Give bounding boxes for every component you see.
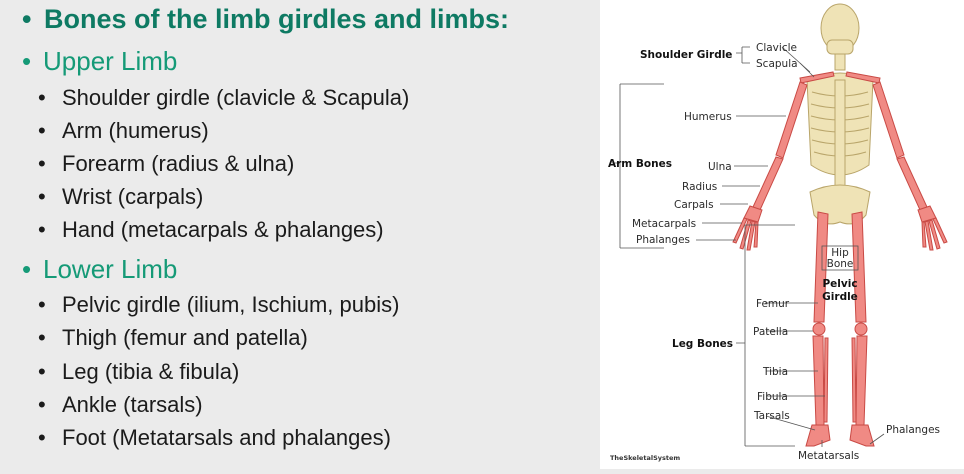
list-item: • Hand (metacarpals & phalanges) [38, 217, 384, 242]
skeleton-diagram: Shoulder Girdle Clavicle Scapula Humerus… [600, 0, 964, 469]
list-item: • Wrist (carpals) [38, 184, 204, 209]
label-pelvic: Pelvic [822, 278, 857, 290]
label-tibia: Tibia [762, 366, 788, 378]
humerus-right [872, 81, 905, 159]
list-item: • Forearm (radius & ulna) [38, 151, 295, 176]
bullet: • [22, 254, 32, 284]
label-patella: Patella [753, 326, 788, 338]
hand-right [917, 205, 948, 251]
foot-right [849, 424, 875, 447]
slide-title: • Bones of the limb girdles and limbs: [22, 4, 509, 35]
jaw [826, 39, 854, 55]
list-item: • Pelvic girdle (ilium, Ischium, pubis) [38, 292, 400, 317]
label-metacarpals: Metacarpals [632, 218, 696, 230]
list-item: • Shoulder girdle (clavicle & Scapula) [38, 85, 410, 110]
label-phalanges-hand: Phalanges [636, 234, 690, 246]
label-tarsals: Tarsals [753, 410, 790, 422]
hand-left [732, 205, 763, 251]
list-item: • Foot (Metatarsals and phalanges) [38, 425, 391, 450]
label-femur: Femur [756, 298, 790, 310]
clavicle-left [799, 71, 835, 84]
label-clavicle: Clavicle [756, 42, 797, 54]
list-item: • Ankle (tarsals) [38, 392, 203, 417]
fibula-right [851, 337, 857, 423]
upper-limb-label: Upper Limb [43, 46, 178, 76]
bullet: • [22, 46, 32, 76]
bullet: • [22, 4, 32, 34]
list-item: • Arm (humerus) [38, 118, 209, 143]
credit-text: TheSkeletalSystem [610, 454, 680, 462]
label-humerus: Humerus [684, 111, 732, 123]
patella-right [854, 322, 868, 336]
label-fibula: Fibula [757, 391, 788, 403]
label-scapula: Scapula [756, 58, 798, 70]
label-leg-bones: Leg Bones [672, 338, 733, 350]
patella-left [812, 322, 826, 336]
label-metatarsals: Metatarsals [798, 450, 859, 462]
title-text: Bones of the limb girdles and limbs: [44, 4, 510, 34]
label-leaders [612, 46, 885, 447]
list-item: • Thigh (femur and patella) [38, 325, 308, 350]
fibula-left [823, 337, 829, 423]
lower-limb-heading: • Lower Limb [22, 254, 177, 285]
label-hip: Hip [831, 247, 849, 259]
femur-right [851, 211, 867, 323]
label-arm-bones: Arm Bones [608, 158, 672, 170]
femur-left [813, 211, 829, 323]
label-bone: Bone [827, 258, 854, 270]
upper-limb-heading: • Upper Limb [22, 46, 177, 77]
label-girdle: Girdle [822, 291, 858, 303]
list-item: • Leg (tibia & fibula) [38, 359, 240, 384]
skeleton-figure: Shoulder Girdle Clavicle Scapula Humerus… [600, 0, 964, 469]
neck [834, 53, 846, 71]
label-radius: Radius [682, 181, 717, 193]
label-carpals: Carpals [674, 199, 714, 211]
figure-background [600, 0, 964, 469]
skeleton-illustration [732, 3, 948, 447]
spine [834, 79, 846, 191]
label-phalanges-foot: Phalanges [886, 424, 940, 436]
label-shoulder-girdle: Shoulder Girdle [640, 49, 732, 61]
humerus-left [775, 81, 808, 159]
lower-limb-label: Lower Limb [43, 254, 178, 284]
label-ulna: Ulna [708, 161, 732, 173]
